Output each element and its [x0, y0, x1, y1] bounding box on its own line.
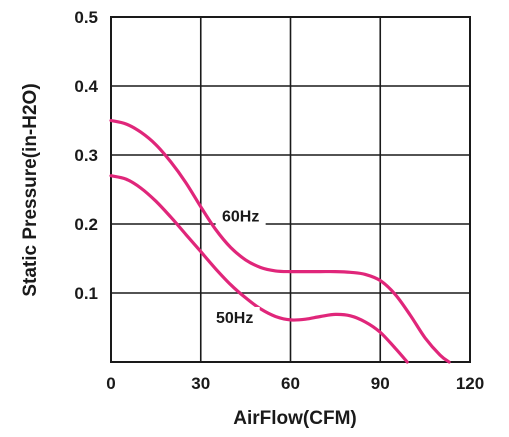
y-tick-label-0.1: 0.1	[74, 284, 98, 303]
x-tick-label-120: 120	[456, 374, 484, 393]
y-tick-label-0.3: 0.3	[74, 146, 98, 165]
series-lines	[109, 118, 451, 364]
x-tick-label-0: 0	[106, 374, 115, 393]
x-tick-label-30: 30	[191, 374, 210, 393]
series-line-50hz	[109, 174, 409, 364]
series-labels: 60Hz 50Hz	[209, 205, 266, 327]
y-tick-label-0.5: 0.5	[74, 8, 98, 27]
x-tick-label-90: 90	[371, 374, 390, 393]
series-label-60hz: 60Hz	[222, 209, 259, 226]
x-axis-title: AirFlow(CFM)	[233, 408, 356, 429]
series-line-60hz	[109, 118, 451, 364]
y-tick-label-0.4: 0.4	[74, 77, 98, 96]
series-label-bg-50hz	[209, 306, 260, 327]
grid	[110, 16, 471, 363]
y-tick-label-0.2: 0.2	[74, 215, 98, 234]
plot-frame	[110, 16, 471, 363]
x-tick-label-60: 60	[281, 374, 300, 393]
tick-labels: 0 30 60 90 120 0.1 0.2 0.3 0.4 0.5	[74, 8, 484, 393]
series-label-50hz: 50Hz	[216, 310, 253, 327]
y-axis-title: Static Pressure(in-H2O)	[20, 83, 41, 296]
series-label-bg-60hz	[215, 205, 266, 226]
